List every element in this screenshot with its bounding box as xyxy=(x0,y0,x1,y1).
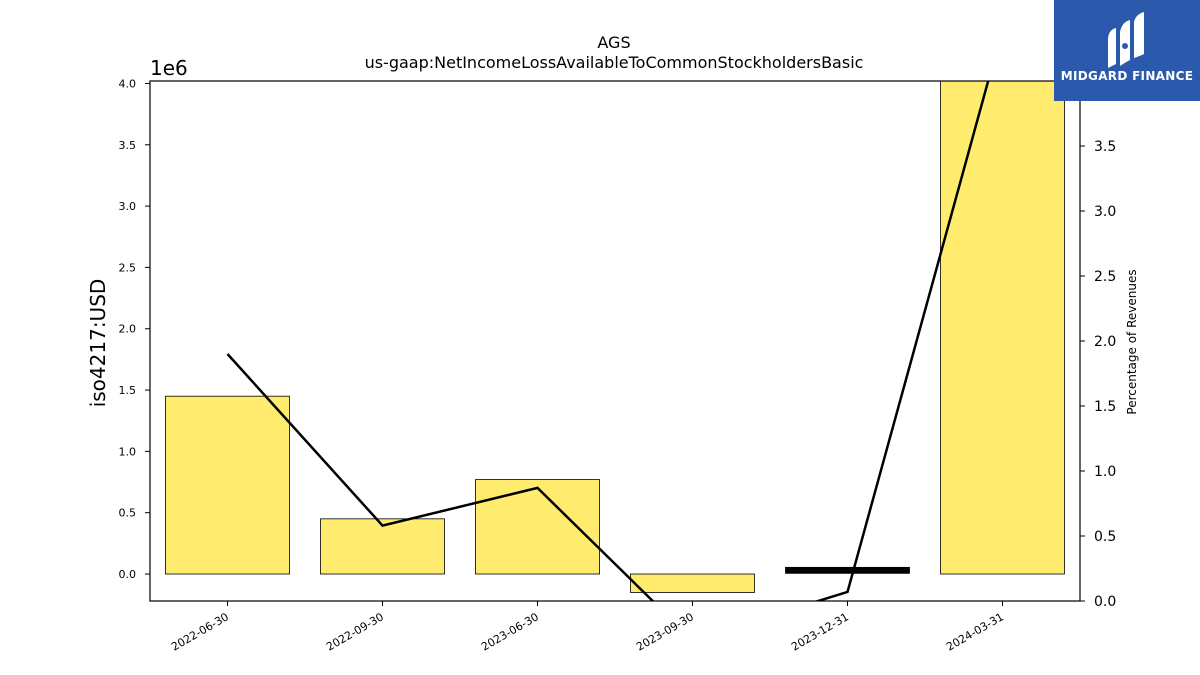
y-right-tick-label: 3.0 xyxy=(1094,204,1116,220)
bar-2024-03-31 xyxy=(940,81,1065,575)
x-tick-label: 2024-03-31 xyxy=(944,610,1006,653)
x-tick-label: 2022-09-30 xyxy=(324,610,386,653)
y-tick-label: 2.0 xyxy=(119,323,137,336)
y-right-tick-label: 3.5 xyxy=(1094,139,1116,155)
y-tick-label: 1.5 xyxy=(119,384,137,397)
y-offset-label: 1e6 xyxy=(150,56,188,80)
logo-text: MIDGARD FINANCE xyxy=(1060,69,1194,83)
y-right-tick-label: 2.5 xyxy=(1094,269,1116,285)
y-tick-label: 2.5 xyxy=(119,261,137,274)
y-tick-label: 0.5 xyxy=(119,507,137,520)
y-axis-right-label: Percentage of Revenues xyxy=(1125,269,1139,414)
bar-2023-12-31 xyxy=(785,566,910,574)
bar-2023-06-30 xyxy=(475,479,600,575)
y-right-tick-label: 1.5 xyxy=(1094,399,1116,415)
y-tick-label: 4.0 xyxy=(119,77,137,90)
plot-area: 0.0 0.5 1.0 1.5 2.0 2.5 3.0 3.5 4.0 0.0 0.5 1.0 1.5 2… xyxy=(119,74,1117,654)
x-tick-label: 2023-06-30 xyxy=(479,610,541,653)
chart-title: AGS xyxy=(597,33,630,52)
y-right-tick-label: 2.0 xyxy=(1094,334,1116,350)
y-tick-label: 3.0 xyxy=(119,200,137,213)
x-tick-label: 2022-06-30 xyxy=(169,610,231,653)
x-tick-label: 2023-09-30 xyxy=(634,610,696,653)
bar-2022-06-30 xyxy=(165,395,290,575)
y-tick-label: 3.5 xyxy=(119,139,137,152)
y-right-tick-label: 0.5 xyxy=(1094,529,1116,545)
y-tick-label: 1.0 xyxy=(119,445,137,458)
line-series-percentage xyxy=(226,81,990,601)
plot-marks xyxy=(165,81,1065,601)
y-right-tick-label: 0.0 xyxy=(1094,594,1116,610)
y-axis-label: iso4217:USD xyxy=(86,279,110,408)
bar-2023-09-30 xyxy=(630,573,755,593)
logo-mark-icon xyxy=(1108,12,1144,68)
y-right-tick-label: 1.0 xyxy=(1094,464,1116,480)
x-tick-label: 2023-12-31 xyxy=(789,610,851,653)
bar-2022-09-30 xyxy=(320,518,445,575)
y-tick-label: 0.0 xyxy=(119,568,137,581)
chart-subtitle: us-gaap:NetIncomeLossAvailableToCommonSt… xyxy=(365,53,864,72)
midgard-finance-logo: MIDGARD FINANCE xyxy=(1054,0,1200,101)
